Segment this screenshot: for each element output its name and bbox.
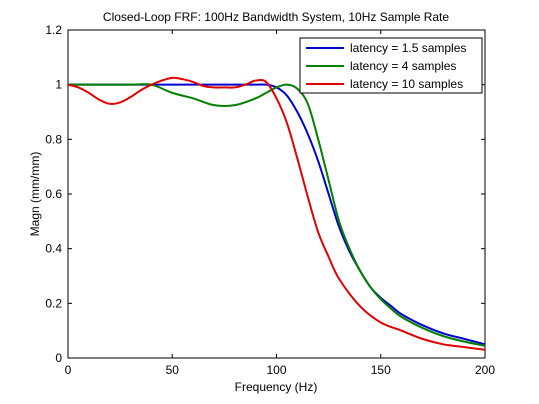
y-tick-label: 1 bbox=[55, 78, 62, 92]
chart-title: Closed-Loop FRF: 100Hz Bandwidth System,… bbox=[103, 10, 449, 24]
legend-label-3: latency = 10 samples bbox=[350, 77, 463, 91]
x-axis-label: Frequency (Hz) bbox=[235, 380, 318, 394]
legend-label-2: latency = 4 samples bbox=[350, 59, 456, 73]
x-tick-label: 0 bbox=[65, 363, 72, 377]
y-tick-label: 0.8 bbox=[45, 132, 62, 146]
series-lines bbox=[67, 76, 486, 351]
y-tick-label: 0.4 bbox=[45, 242, 62, 256]
y-tick-label: 0 bbox=[55, 351, 62, 365]
x-axis-ticks: 0 50 100 150 200 bbox=[65, 30, 495, 377]
x-tick-label: 50 bbox=[166, 363, 180, 377]
y-tick-label: 0.2 bbox=[45, 296, 62, 310]
y-axis-ticks: 0 0.2 0.4 0.6 0.8 1 1.2 bbox=[45, 23, 485, 365]
legend-label-1: latency = 1.5 samples bbox=[350, 41, 466, 55]
x-tick-label: 100 bbox=[266, 363, 286, 377]
series-line-1 bbox=[67, 83, 486, 346]
y-tick-label: 0.6 bbox=[45, 187, 62, 201]
legend: latency = 1.5 samples latency = 4 sample… bbox=[299, 37, 483, 94]
x-tick-label: 200 bbox=[475, 363, 495, 377]
series-line-2 bbox=[67, 83, 486, 347]
y-tick-label: 1.2 bbox=[45, 23, 62, 37]
x-tick-label: 150 bbox=[371, 363, 391, 377]
y-axis-label: Magn (mm/mm) bbox=[28, 152, 42, 237]
series-line-3 bbox=[67, 76, 486, 351]
